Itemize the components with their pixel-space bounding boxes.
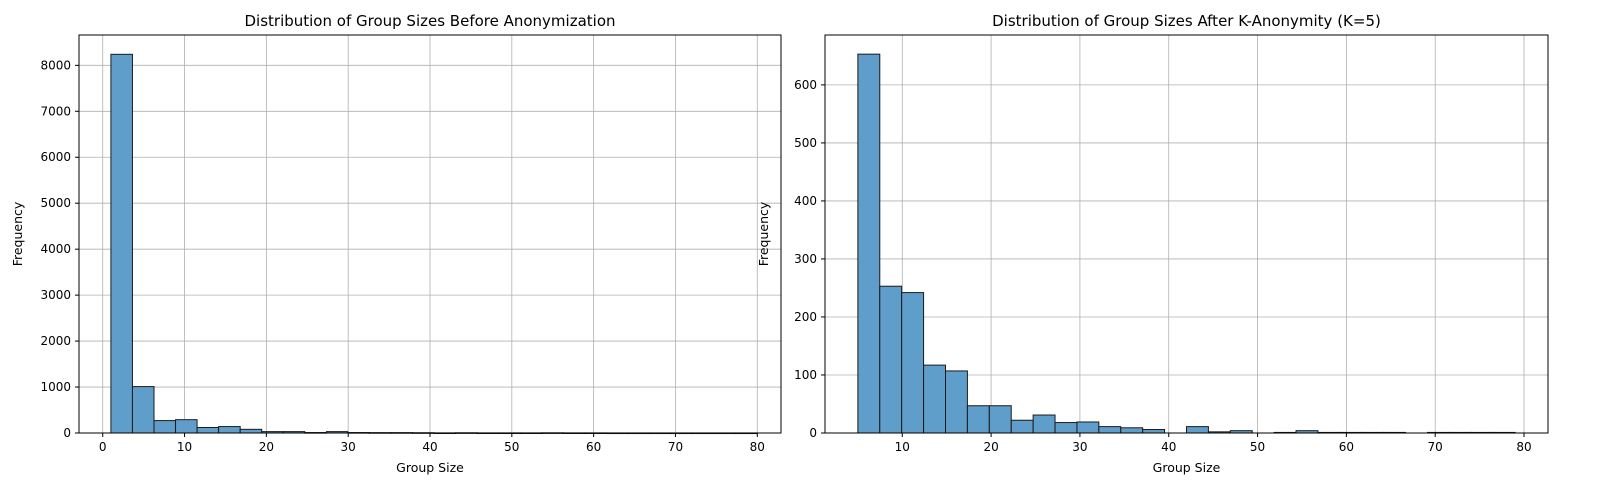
x-tick-label: 50 [1250,440,1265,454]
histogram-bar [1120,427,1144,434]
histogram-bar [1076,421,1100,434]
y-axis-label: Frequency [756,201,771,266]
y-tick-label: 100 [794,368,817,382]
y-tick-label: 4000 [40,242,71,256]
histogram-bar [1032,414,1056,434]
y-tick-label: 5000 [40,196,71,210]
histogram-bar [218,426,241,434]
y-tick-label: 400 [794,194,817,208]
y-tick-label: 500 [794,136,817,150]
x-tick-label: 60 [1339,440,1354,454]
y-tick-label: 7000 [40,104,71,118]
x-axis-label: Group Size [1153,460,1221,475]
histogram-bar [175,419,198,434]
histogram-bar [1142,429,1166,434]
x-tick-label: 30 [1072,440,1087,454]
plot-frame [824,34,1549,434]
x-tick-label: 50 [504,440,519,454]
histogram-bar [1010,419,1034,434]
histogram-bar [239,428,263,434]
x-axis-label: Group Size [396,460,464,475]
x-tick-label: 30 [341,440,356,454]
x-tick-label: 40 [422,440,437,454]
chart-2: 10 20 30 40 50 60 70 80 0 100 200 300 400 500 600 Distr… [756,12,1549,475]
x-tick-label: 40 [1161,440,1176,454]
histogram-bar [945,370,968,434]
x-tick-label: 10 [895,440,910,454]
y-tick-label: 2000 [40,334,71,348]
histogram-bar [196,426,220,434]
x-tick-label: 60 [586,440,601,454]
chart-title: Distribution of Group Sizes Before Anony… [244,12,615,30]
x-tick-label: 0 [99,440,107,454]
y-tick-label: 6000 [40,150,71,164]
x-tick-label: 70 [668,440,683,454]
x-tick-label: 80 [1516,440,1531,454]
x-tick-label: 10 [177,440,192,454]
y-tick-label: 1000 [40,380,71,394]
histogram-bar [923,364,947,434]
x-tick-label: 20 [983,440,998,454]
y-tick-label: 300 [794,252,817,266]
y-tick-label: 0 [809,426,817,440]
y-tick-label: 8000 [40,58,71,72]
histogram-bar [153,420,177,434]
x-tick-label: 70 [1428,440,1443,454]
x-tick-label: 20 [259,440,274,454]
x-tick-label: 80 [750,440,765,454]
chart-title: Distribution of Group Sizes After K-Anon… [992,12,1381,30]
histogram-bar [988,405,1012,434]
y-tick-label: 600 [794,78,817,92]
histogram-bar [1054,422,1078,434]
y-axis-label: Frequency [10,201,25,266]
y-tick-label: 200 [794,310,817,324]
histogram-bar [1098,426,1122,434]
y-tick-label: 0 [63,426,71,440]
histogram-bar [901,292,925,434]
histogram-bar [966,405,990,434]
histogram-bar [110,53,133,434]
histogram-bar [1186,426,1209,434]
y-tick-label: 3000 [40,288,71,302]
histogram-bar [131,386,155,434]
chart-1: 0 10 20 30 40 50 60 70 80 0 1000 2000 3000 4000 5000 60… [10,12,782,475]
histogram-bar [879,285,903,434]
histogram-bar [857,53,881,434]
